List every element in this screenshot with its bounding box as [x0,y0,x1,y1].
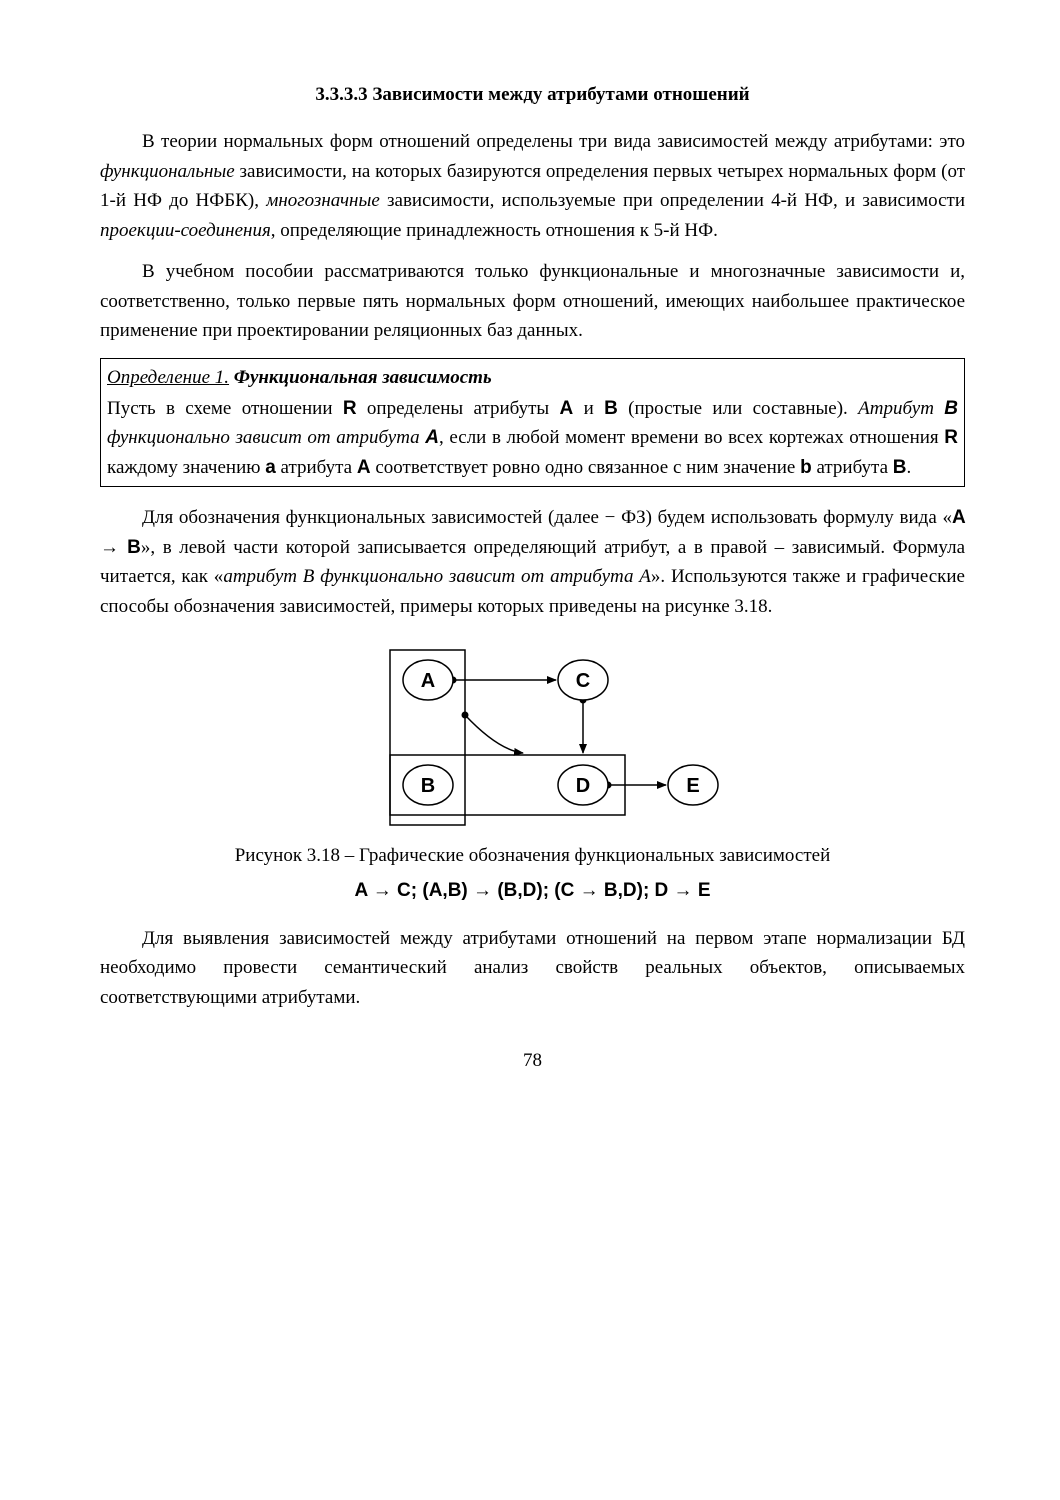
var-a-val: a [265,457,276,478]
definition-title: Функциональная зависимость [234,367,492,388]
definition-heading: Определение 1. Функциональная зависимост… [107,363,958,392]
var-b: B [893,457,907,478]
var-a: A [357,457,371,478]
italic-quote: атрибут В функционально зависит от атриб… [223,566,651,587]
figure-dependencies: A → C; (A,B) → (B,D); (C → B,D); D → E [100,876,965,905]
var-b: B [944,398,958,419]
svg-text:B: B [420,775,434,797]
var-a: A [560,398,574,419]
text: . [907,457,912,478]
text: атрибута [276,457,357,478]
var-r: R [343,398,357,419]
paragraph-3: Для обозначения функциональных зависимос… [100,503,965,621]
definition-box: Определение 1. Функциональная зависимост… [100,358,965,488]
var-r: R [944,427,958,448]
var-b: B [604,398,618,419]
italic-text: функционально зависит от атрибута [107,427,425,448]
text: Для обозначения функциональных зависимос… [142,507,952,528]
text: Пусть в схеме отношении [107,398,343,419]
var-b-val: b [800,457,812,478]
definition-number: Определение 1. [107,367,229,388]
var-b: B [127,537,141,558]
page-number: 78 [100,1046,965,1075]
text: зависимости, используемые при определени… [380,190,965,211]
paragraph-4: Для выявления зависимостей между атрибут… [100,924,965,1012]
definition-body: Пусть в схеме отношении R определены атр… [107,394,958,482]
svg-text:A: A [420,670,434,692]
text: , определяющие принадлежность отношения … [271,220,718,241]
svg-text:C: C [575,670,589,692]
svg-text:E: E [686,775,699,797]
text: (простые или составные). [618,398,858,419]
text: каждому значению [107,457,265,478]
italic-term: проекции-соединения [100,220,271,241]
figure-caption: Рисунок 3.18 – Графические обозначения ф… [100,841,965,870]
paragraph-1: В теории нормальных форм отношений опред… [100,127,965,245]
italic-text: Атрибут [858,398,944,419]
text: , если в любой момент времени во всех ко… [439,427,944,448]
text: В теории нормальных форм отношений опред… [142,131,965,152]
italic-term: функциональные [100,161,235,182]
section-heading: 3.3.3.3 Зависимости между атрибутами отн… [100,80,965,109]
arrow: → [100,537,127,558]
text: атрибута [812,457,893,478]
var-a: A [952,507,965,528]
var-a: A [425,427,439,448]
paragraph-2: В учебном пособии рассматриваются только… [100,257,965,345]
diagram-container: A C B D E [100,635,965,835]
text: и [573,398,604,419]
italic-term: многозначные [266,190,380,211]
text: соответствует ровно одно связанное с ним… [371,457,801,478]
text: определены атрибуты [357,398,560,419]
functional-dependency-diagram: A C B D E [328,635,738,835]
svg-text:D: D [575,775,589,797]
